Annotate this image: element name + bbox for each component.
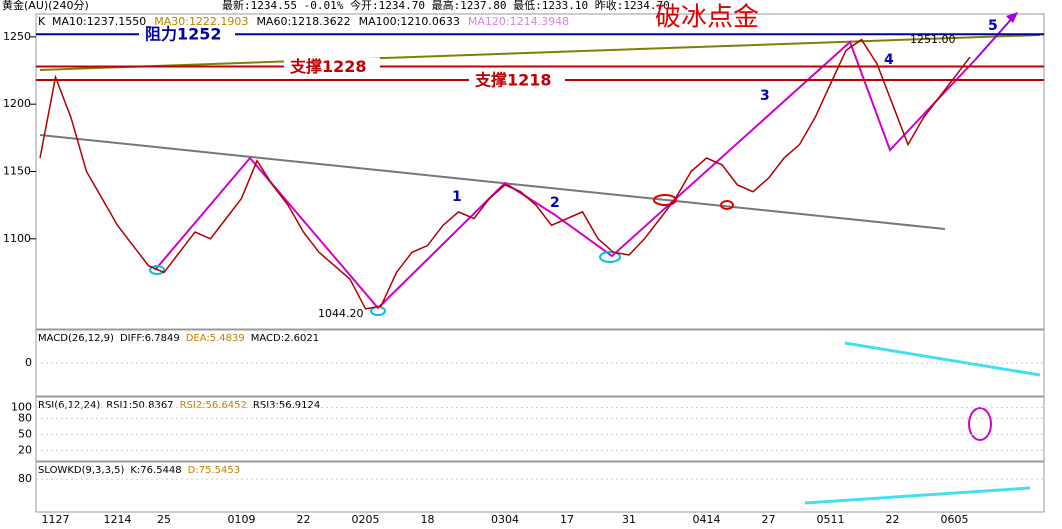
wave-label: 5 — [988, 18, 998, 34]
indicator-legend: RSI3:56.9124 — [253, 400, 320, 411]
arrow — [974, 14, 1016, 61]
legend-entry: K — [38, 15, 46, 28]
label-bg — [469, 70, 565, 89]
wave-label: 1 — [452, 189, 462, 205]
x-tick-label: 0304 — [491, 513, 519, 526]
y-tick-label: 80 — [18, 472, 32, 485]
quote: 最新:1234.55 -0.01% 今开:1234.70 最高:1237.80 … — [222, 0, 670, 12]
legend-entry: MA10:1237.1550 — [52, 15, 146, 28]
divergence-line — [844, 341, 1041, 377]
indicator-legend: DIFF:6.7849 — [120, 333, 180, 344]
circle — [149, 265, 165, 275]
y-tick-label: 20 — [18, 443, 32, 456]
indicator-legend: SLOWKD(9,3,3,5) — [38, 465, 124, 476]
circle — [720, 200, 734, 210]
wave-label: 4 — [884, 52, 894, 68]
legend-entry: MA120:1214.3948 — [468, 15, 569, 28]
indicator-legend: D:75.5453 — [188, 465, 240, 476]
x-tick-label: 0511 — [817, 513, 845, 526]
title: 破冰点金 — [655, 3, 759, 33]
y-tick-label: 50 — [18, 427, 32, 440]
y-tick-label: 1150 — [3, 165, 31, 178]
high-label: 1251.00 — [910, 33, 956, 46]
circle — [968, 407, 992, 441]
trend-line — [39, 34, 1041, 71]
symbol: 黄金(AU)(240分) — [2, 0, 89, 12]
circle — [653, 194, 677, 206]
wave-label: 2 — [550, 195, 560, 211]
rsi-panel — [35, 396, 1045, 462]
label-bg — [284, 57, 380, 76]
x-tick-label: 31 — [622, 513, 636, 526]
legend-entry: MA60:1218.3622 — [256, 15, 350, 28]
indicator-legend: MACD:2.6021 — [251, 333, 319, 344]
indicator-legend: K:76.5448 — [130, 465, 181, 476]
x-tick-label: 0205 — [352, 513, 380, 526]
level-label: 阻力1252 — [145, 25, 222, 44]
low-label: 1044.20 — [318, 307, 364, 320]
circle — [599, 251, 621, 263]
x-tick-label: 27 — [762, 513, 776, 526]
legend-entry: MA100:1210.0633 — [359, 15, 460, 28]
legend-entry: MA30:1222.1903 — [154, 15, 248, 28]
arrow-head — [1006, 12, 1018, 23]
y-tick-label: 100 — [11, 401, 32, 414]
indicator-legend: MACD(26,12,9) — [38, 333, 114, 344]
x-tick-label: 1127 — [42, 513, 70, 526]
wave-label: 3 — [760, 88, 770, 104]
y-tick-label: 1200 — [3, 97, 31, 110]
label-bg — [139, 25, 235, 44]
indicator-legend: RSI1:50.8367 — [106, 400, 173, 411]
y-tick-label: 1250 — [3, 30, 31, 43]
y-tick-label: 1100 — [3, 232, 31, 245]
trend-line — [39, 134, 946, 230]
wave-line — [154, 40, 976, 310]
x-tick-label: 1214 — [104, 513, 132, 526]
x-tick-label: 18 — [421, 513, 435, 526]
level-label: 支撑1228 — [289, 57, 367, 76]
x-tick-label: 0605 — [941, 513, 969, 526]
indicator-legend: RSI2:56.6452 — [180, 400, 247, 411]
x-tick-label: 0414 — [693, 513, 721, 526]
divergence-line — [804, 486, 1031, 505]
kd-panel — [35, 461, 1045, 513]
indicator-legend: DEA:5.4839 — [186, 333, 245, 344]
indicator-legend: RSI(6,12,24) — [38, 400, 100, 411]
y-tick-label: 0 — [25, 356, 32, 369]
marks — [149, 194, 1041, 505]
y-tick-label: 80 — [18, 411, 32, 424]
x-tick-label: 0109 — [228, 513, 256, 526]
x-tick-label: 17 — [560, 513, 574, 526]
price-line — [39, 38, 971, 310]
level-label: 支撑1218 — [474, 70, 552, 89]
x-tick-label: 22 — [886, 513, 900, 526]
x-tick-label: 22 — [297, 513, 311, 526]
x-tick-label: 25 — [157, 513, 171, 526]
